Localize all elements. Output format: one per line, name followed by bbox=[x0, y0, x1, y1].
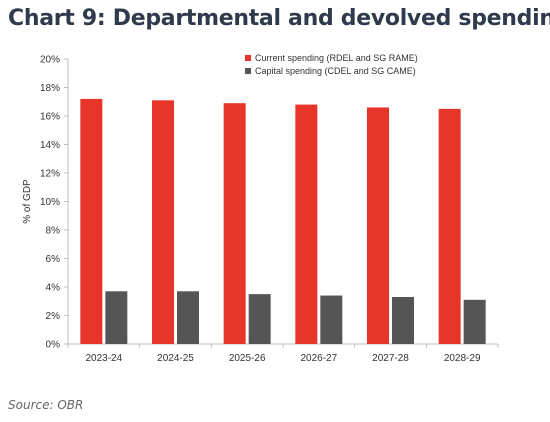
legend-label: Current spending (RDEL and SG RAME) bbox=[255, 53, 418, 63]
y-tick-label: 0% bbox=[46, 340, 61, 351]
chart-area: 0% 2% 4% 6% 8% 10% 12% 14% 16% 18% 20% % of GDP 2023… bbox=[8, 44, 518, 376]
bar-capital-spending bbox=[105, 291, 128, 344]
bar-current-spending bbox=[367, 107, 389, 344]
y-tick-label: 8% bbox=[46, 226, 61, 237]
x-tick-label: 2028-29 bbox=[444, 353, 481, 364]
bar-chart: 0% 2% 4% 6% 8% 10% 12% 14% 16% 18% 20% % of GDP 2023… bbox=[22, 53, 499, 364]
y-tick-label: 12% bbox=[40, 169, 60, 180]
bar-current-spending bbox=[438, 108, 461, 344]
bar-current-spending bbox=[152, 100, 174, 344]
y-axis-label: % of GDP bbox=[22, 179, 33, 224]
x-tick-label: 2024-25 bbox=[157, 353, 194, 364]
legend-label: Capital spending (CDEL and SG CAME) bbox=[255, 66, 416, 76]
y-tick-label: 16% bbox=[40, 112, 60, 123]
legend-swatch bbox=[245, 55, 251, 61]
y-tick-label: 20% bbox=[40, 55, 60, 66]
bar-current-spending bbox=[295, 104, 318, 344]
bar-capital-spending bbox=[392, 296, 414, 344]
legend-swatch bbox=[245, 68, 251, 74]
y-tick-label: 6% bbox=[46, 254, 61, 265]
bar-current-spending bbox=[80, 98, 103, 345]
x-tick-label: 2023-24 bbox=[85, 353, 122, 364]
source-note: Source: OBR bbox=[8, 398, 84, 412]
x-tick-label: 2026-27 bbox=[300, 353, 337, 364]
bar-capital-spending bbox=[320, 295, 343, 344]
chart-title: Chart 9: Departmental and devolved spend… bbox=[8, 6, 550, 31]
x-tick-label: 2027-28 bbox=[372, 353, 409, 364]
y-tick-label: 14% bbox=[40, 140, 60, 151]
x-tick-label: 2025-26 bbox=[229, 353, 266, 364]
bar-capital-spending bbox=[248, 294, 271, 344]
bar-capital-spending bbox=[177, 291, 199, 344]
bar-current-spending bbox=[223, 103, 246, 344]
y-tick-label: 18% bbox=[40, 83, 60, 94]
y-tick-label: 10% bbox=[40, 197, 60, 208]
y-tick-label: 2% bbox=[46, 311, 61, 322]
bar-capital-spending bbox=[463, 299, 486, 344]
y-tick-label: 4% bbox=[46, 283, 61, 294]
